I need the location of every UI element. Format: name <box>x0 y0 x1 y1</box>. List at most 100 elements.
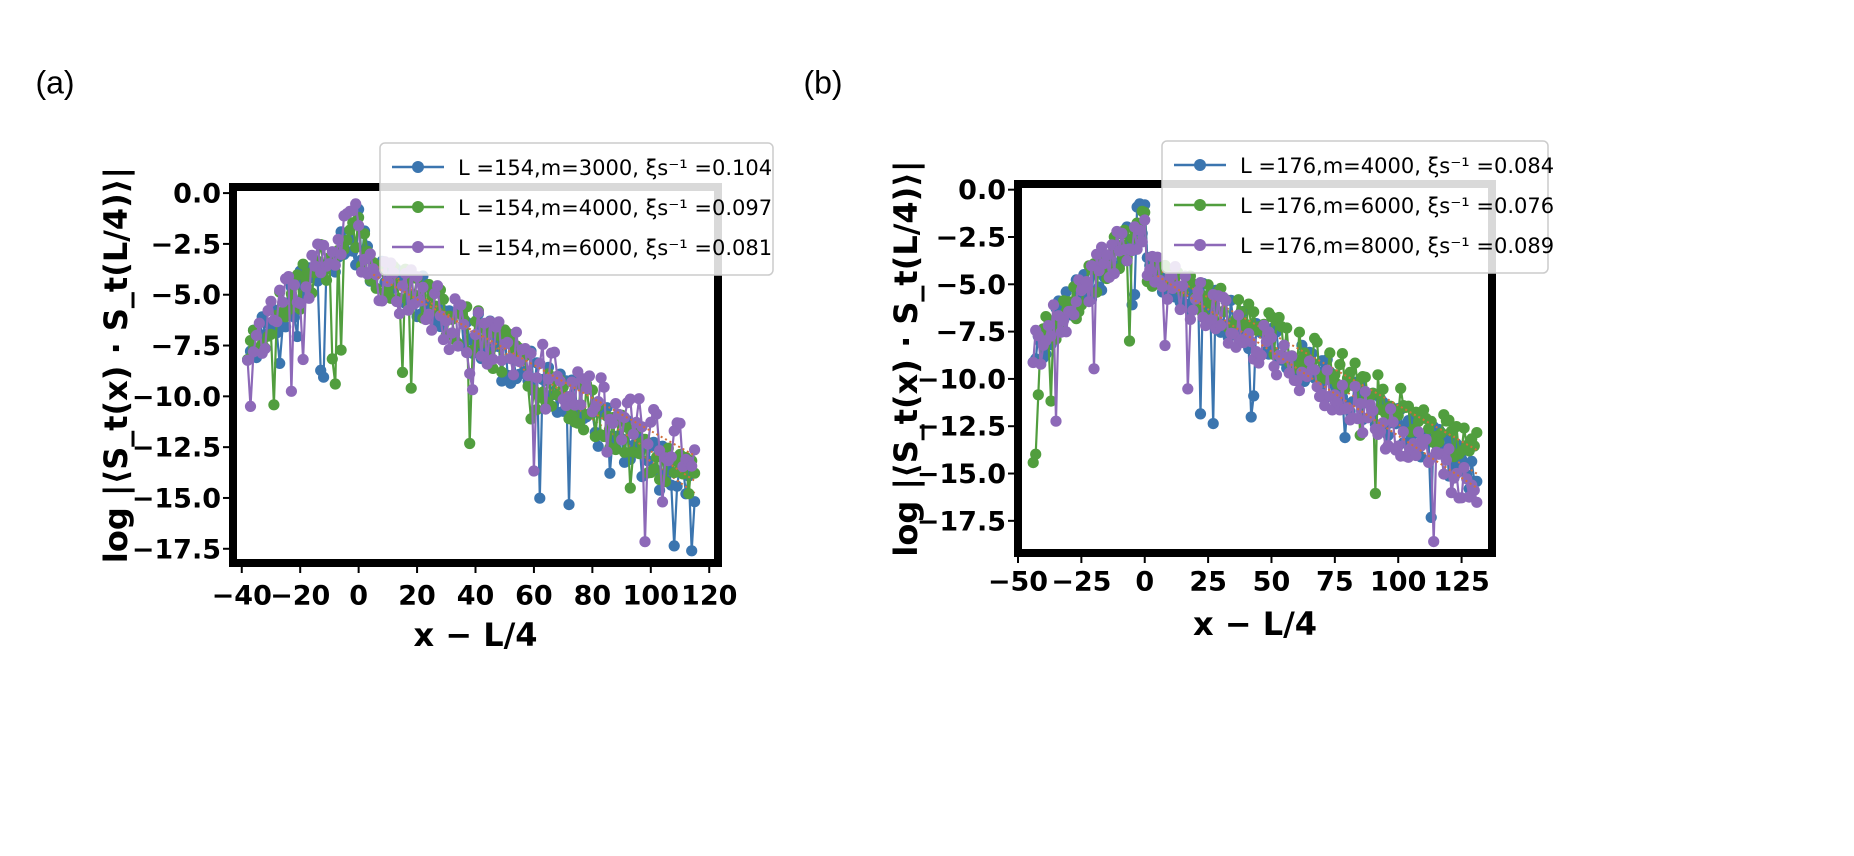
data-point <box>1336 348 1348 360</box>
data-point <box>277 296 289 308</box>
data-point <box>262 305 274 317</box>
data-point <box>472 306 484 318</box>
data-point <box>560 399 572 412</box>
data-point <box>604 467 616 479</box>
data-point <box>610 443 622 456</box>
data-point <box>1060 326 1072 338</box>
data-point <box>648 463 660 475</box>
y-axis-label-prefix: log <box>887 490 925 557</box>
panel-a: (a) 0.0 −2.5 −5.0 −7.5 −10.0 −12.5 −15.0 −17.5 −4… <box>35 64 774 654</box>
data-point <box>464 368 476 380</box>
data-point <box>318 239 330 251</box>
data-point <box>271 316 283 328</box>
data-point <box>1144 264 1156 276</box>
data-point <box>563 391 575 403</box>
data-point <box>607 417 619 429</box>
data-point <box>1433 436 1445 448</box>
data-point <box>1450 467 1463 480</box>
data-point <box>306 249 318 261</box>
panel-label: (a) <box>35 64 74 100</box>
data-point <box>1164 271 1176 283</box>
legend-marker <box>412 241 424 253</box>
x-tick-label: 75 <box>1316 567 1354 598</box>
data-point <box>1440 454 1452 466</box>
data-point <box>671 480 683 492</box>
data-point <box>624 393 636 405</box>
data-point <box>1311 336 1323 348</box>
y-axis-label-expr: |⟨S_t(x) · S_t(L/4)⟩| <box>97 167 136 496</box>
data-point <box>624 482 636 494</box>
y-tick-label: 0.0 <box>173 179 221 210</box>
data-point <box>1357 427 1369 439</box>
data-point <box>396 280 409 292</box>
data-point <box>487 353 499 365</box>
data-point <box>1207 418 1219 430</box>
data-point <box>1471 427 1483 439</box>
data-point <box>391 295 403 308</box>
data-point <box>1058 314 1070 326</box>
data-point <box>247 346 260 358</box>
x-tick-label: 100 <box>1370 567 1426 598</box>
data-point <box>1377 417 1389 429</box>
data-point <box>542 373 555 385</box>
data-point <box>291 330 303 343</box>
data-point <box>1372 369 1384 381</box>
data-point <box>268 399 280 411</box>
data-point <box>1156 281 1169 293</box>
data-point <box>537 338 549 350</box>
data-point <box>578 424 590 436</box>
x-tick-label: 40 <box>457 581 495 612</box>
y-tick-label: −12.5 <box>917 412 1006 443</box>
fit-line-3 <box>372 273 696 457</box>
legend-box <box>379 142 774 276</box>
data-point <box>332 233 344 246</box>
data-point <box>627 428 639 440</box>
data-point <box>610 398 622 410</box>
y-tick-label: −10.0 <box>917 364 1006 395</box>
data-point <box>1397 426 1409 438</box>
data-point <box>1468 440 1480 452</box>
data-point <box>1270 369 1283 381</box>
data-point <box>1032 389 1044 401</box>
data-point <box>1248 390 1260 402</box>
data-point <box>1281 322 1293 334</box>
data-point <box>274 357 286 369</box>
data-point <box>335 248 347 260</box>
data-point <box>1162 293 1174 305</box>
data-point <box>452 340 464 352</box>
data-point <box>1227 328 1240 340</box>
data-point <box>437 293 449 305</box>
data-point <box>300 281 312 293</box>
data-point <box>1177 280 1189 292</box>
data-point <box>1278 339 1290 351</box>
data-point <box>414 295 426 307</box>
data-point <box>1030 448 1042 460</box>
data-point <box>1443 443 1455 455</box>
data-point <box>1410 449 1422 462</box>
data-point <box>1387 416 1399 428</box>
data-point <box>376 295 388 307</box>
data-point <box>1265 332 1278 344</box>
series-group <box>242 198 701 557</box>
data-point <box>1466 455 1478 467</box>
legend-box <box>1161 140 1549 274</box>
data-point <box>326 246 338 258</box>
x-tick-label: −25 <box>1051 567 1111 598</box>
data-point <box>320 274 333 286</box>
data-point <box>1108 267 1120 280</box>
data-point <box>1359 386 1371 398</box>
y-tick-label: −15.0 <box>917 459 1006 490</box>
data-point <box>417 281 429 293</box>
data-point <box>303 292 315 304</box>
data-point <box>446 327 458 339</box>
data-point <box>1374 426 1387 438</box>
data-point <box>1369 487 1381 500</box>
data-point <box>1215 319 1227 331</box>
data-point <box>431 280 444 292</box>
data-point <box>563 499 575 511</box>
data-point <box>1438 468 1450 480</box>
x-axis-label: x − L/4 <box>413 616 537 654</box>
data-point <box>534 357 546 370</box>
